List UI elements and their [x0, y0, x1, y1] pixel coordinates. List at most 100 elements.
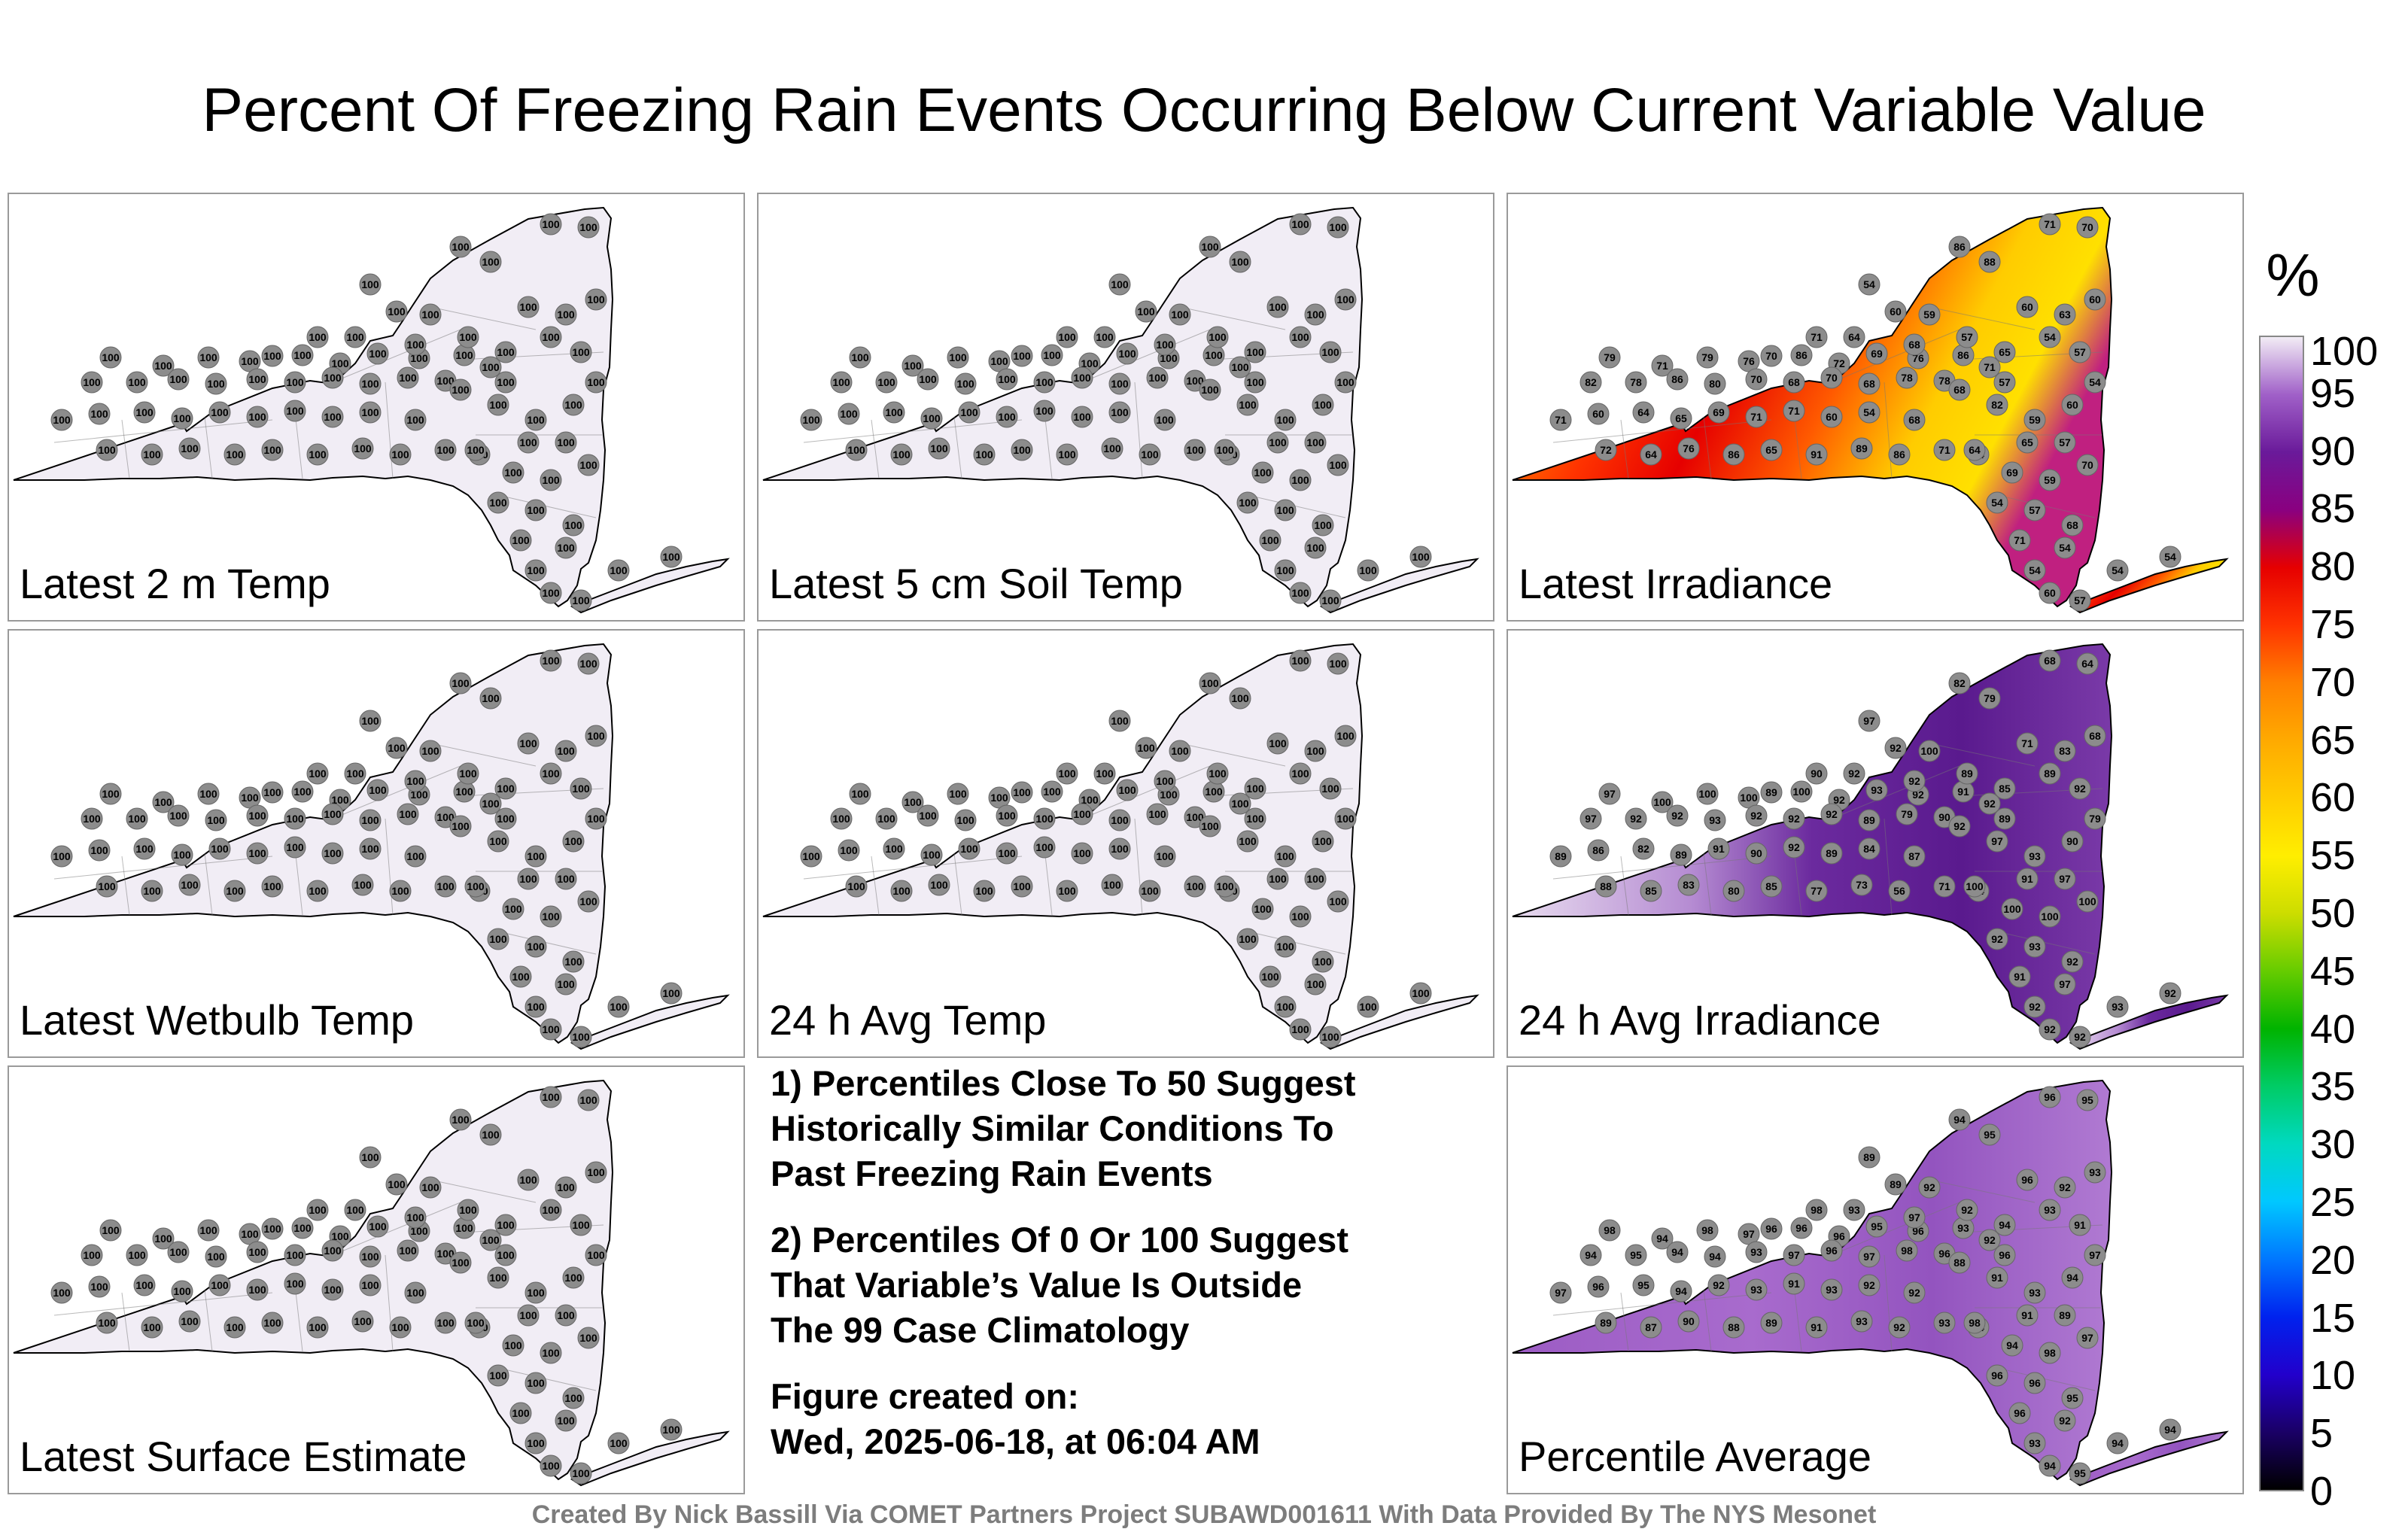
station-value: 100 [1291, 587, 1309, 599]
station-value: 100 [324, 411, 342, 423]
station-value: 70 [1750, 373, 1762, 385]
station-value: 95 [1630, 1249, 1642, 1261]
station-value: 100 [1291, 218, 1309, 230]
station-marker [1948, 672, 1971, 695]
station-value: 100 [102, 1224, 120, 1236]
station-value: 92 [1863, 1279, 1875, 1291]
station-value: 100 [1291, 331, 1309, 343]
station-value: 100 [388, 1178, 406, 1190]
station-value: 92 [2164, 987, 2176, 999]
station-value: 92 [1893, 1321, 1905, 1333]
station-marker [1409, 546, 1432, 568]
station-value: 97 [1863, 1251, 1875, 1263]
station-marker [1071, 406, 1093, 428]
station-value: 100 [1013, 444, 1031, 456]
station-marker [1334, 807, 1357, 830]
station-marker [1978, 1123, 2001, 1146]
station-value: 100 [542, 655, 560, 667]
station-marker [2076, 652, 2099, 675]
station-value: 100 [587, 813, 605, 825]
county-boundary [294, 848, 303, 916]
station-marker [883, 837, 905, 860]
station-value: 100 [990, 355, 1008, 367]
station-marker [1783, 1272, 1805, 1295]
station-value: 54 [1863, 278, 1875, 290]
station-marker [570, 589, 592, 612]
colorbar-tick-label: 95 [2310, 370, 2356, 416]
station-marker [1760, 345, 1783, 367]
station-marker [524, 995, 547, 1018]
station-value: 100 [207, 814, 225, 826]
station-value: 98 [1811, 1204, 1823, 1216]
station-marker [2001, 898, 2023, 920]
station-marker [1093, 762, 1116, 785]
station-value: 100 [1314, 399, 1332, 411]
station-marker [577, 1089, 600, 1111]
station-marker [306, 1316, 329, 1339]
station-value: 100 [1103, 442, 1121, 454]
station-marker [1993, 341, 2016, 363]
station-marker [1108, 837, 1131, 860]
station-value: 100 [519, 301, 537, 313]
station-marker [389, 880, 412, 902]
station-marker [359, 809, 382, 831]
station-value: 100 [286, 376, 304, 388]
station-value: 100 [199, 351, 217, 363]
station-value: 100 [1336, 293, 1354, 305]
colorbar-tick-label: 0 [2310, 1469, 2334, 1514]
station-marker [1651, 791, 1674, 813]
station-marker [1820, 1239, 1843, 1262]
station-marker [487, 394, 509, 416]
station-value: 100 [1148, 372, 1166, 384]
station-value: 96 [1991, 1369, 2003, 1382]
station-value: 100 [1966, 880, 1984, 892]
station-marker [2054, 536, 2076, 559]
notes-text: 1) Percentiles Close To 50 Suggest Histo… [771, 1061, 1478, 1485]
station-value: 100 [154, 796, 172, 808]
station-value: 100 [2041, 910, 2059, 923]
station-marker [1865, 779, 1888, 801]
station-value: 100 [241, 355, 259, 367]
station-marker [479, 251, 502, 273]
station-value: 100 [1111, 278, 1129, 290]
station-marker [1696, 783, 1719, 805]
county-boundary [430, 1179, 537, 1203]
station-marker [540, 1199, 562, 1221]
long-island-outline [1319, 994, 1479, 1050]
station-marker [152, 354, 175, 377]
station-value: 100 [527, 504, 545, 516]
station-value: 100 [1306, 309, 1324, 321]
station-value: 100 [1081, 794, 1099, 806]
station-marker [920, 843, 943, 866]
station-marker [917, 804, 939, 827]
station-marker [890, 443, 913, 466]
station-marker [321, 366, 344, 389]
station-value: 100 [309, 768, 327, 780]
station-value: 100 [388, 742, 406, 754]
station-value: 72 [1600, 444, 1612, 456]
colorbar-tick-label: 100 [2310, 329, 2379, 374]
station-value: 100 [497, 1219, 515, 1231]
station-marker [1986, 1266, 2008, 1289]
county-boundary [1793, 412, 1802, 479]
station-value: 100 [248, 847, 266, 859]
station-value: 100 [504, 903, 522, 915]
station-marker [2008, 529, 2031, 552]
station-value: 100 [1269, 873, 1287, 885]
county-boundary [204, 853, 213, 916]
county-boundary [953, 416, 962, 479]
station-marker [954, 372, 977, 395]
station-marker [2016, 431, 2039, 454]
station-marker [996, 842, 1018, 865]
station-marker [1986, 394, 2008, 416]
station-marker [1745, 804, 1768, 827]
station-marker [540, 905, 562, 928]
county-boundary [871, 419, 880, 479]
station-value: 100 [436, 880, 455, 892]
station-value: 100 [1314, 956, 1332, 968]
county-boundary [1831, 1202, 1960, 1256]
station-marker [1956, 1199, 1978, 1221]
station-marker [555, 1409, 577, 1432]
station-marker [1640, 880, 1662, 902]
county-boundary [294, 412, 303, 479]
